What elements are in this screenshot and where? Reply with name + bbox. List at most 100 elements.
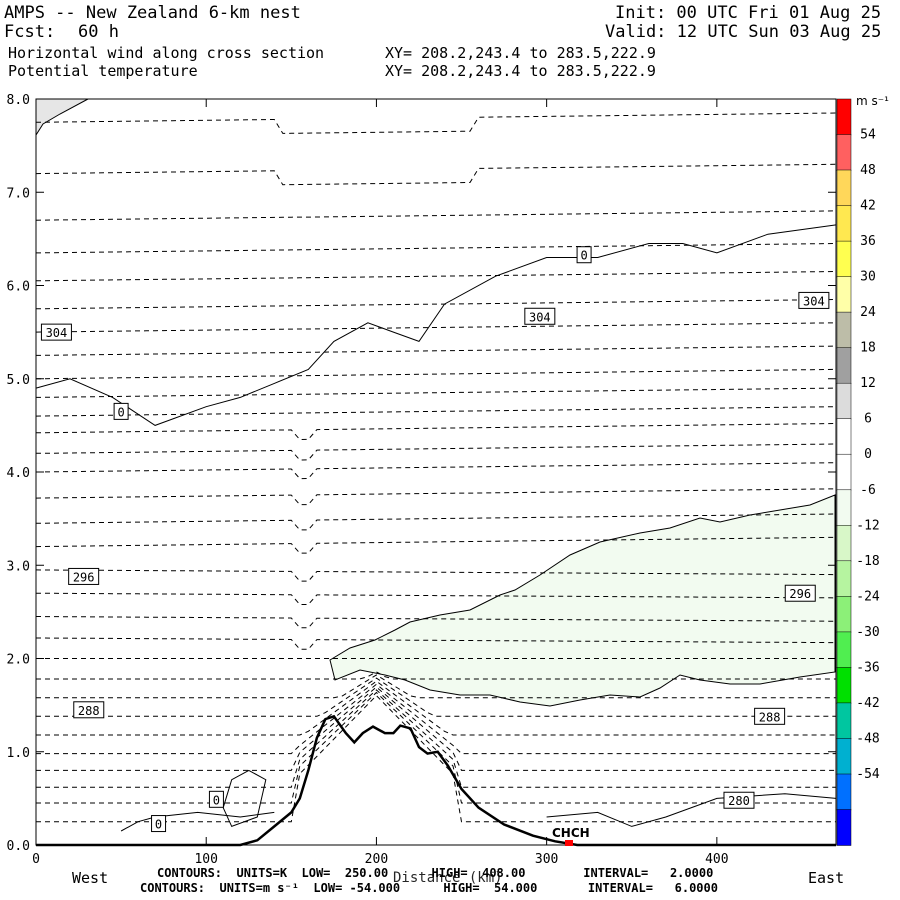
theta-contour [36,637,836,650]
colorbar-label: -18 [856,554,879,569]
theta-label: 288 [754,707,786,725]
colorbar-label: -48 [856,731,879,746]
terrain-profile [36,714,836,847]
colorbar-swatch [836,98,852,136]
theta-contour [35,536,837,554]
colorbar-swatch [836,773,852,811]
colorbar-swatch [836,738,852,775]
colorbar-swatch [836,134,852,171]
colorbar-swatch [836,667,852,704]
theta-contour [35,406,837,417]
colorbar-label: -12 [856,518,879,533]
y-tick-label: 1.0 [7,746,30,761]
station-marker: CHCH [552,826,590,846]
svg-text:0: 0 [213,793,220,807]
colorbar-label: 36 [860,234,876,249]
theta-label: 296 [68,567,100,585]
theta-contour [36,689,836,788]
colorbar-swatch [836,347,852,384]
colorbar-swatch [836,240,852,278]
wind-label: 0 [208,790,224,808]
forecast-hours: 60 h [78,22,119,42]
model-title: AMPS -- New Zealand 6-km nest [4,3,301,23]
plot-frame [35,98,837,846]
colorbar-swatch [836,311,852,349]
colorbar-swatch [836,560,852,598]
x-tick-label: 400 [705,852,728,867]
theta-contour [35,569,837,582]
y-tick-label: 7.0 [7,186,30,201]
theta-contour [35,462,837,480]
footer-contours-theta: CONTOURS: UNITS=K LOW= 250.00 HIGH= 408.… [157,866,714,880]
potential-temperature-contours [35,112,837,823]
colorbar-label: 42 [860,199,876,214]
theta-contour [35,271,837,282]
positive-wind-shading [35,98,89,137]
svg-text:296: 296 [789,587,811,601]
svg-text:280: 280 [728,794,750,808]
y-tick-label: 3.0 [7,559,30,574]
colorbar-label: 0 [864,447,872,462]
colorbar-label: 18 [860,341,876,356]
theta-contour [35,299,837,310]
theta-contour [36,443,837,461]
svg-text:0: 0 [580,249,587,263]
theta-label: 304 [40,323,72,341]
west-label: West [72,869,109,887]
y-tick-label: 2.0 [7,653,30,668]
theta-contour [35,592,837,605]
y-tick-label: 0.0 [7,839,30,854]
x-axis-label: Distance (km) [393,870,503,886]
field-wind-title: Horizontal wind along cross section [8,44,325,62]
svg-text:296: 296 [73,570,95,584]
y-tick-label: 6.0 [7,280,30,295]
y-tick-label: 8.0 [7,93,30,108]
colorbar-label: -42 [856,696,879,711]
colorbar: 54 48 42 36 30 24 18 12 6 0 -6 -12 -18 -24 -30 -36 -42 -4… [836,94,889,846]
colorbar-label: -36 [856,660,879,675]
colorbar-swatch [836,276,852,313]
field-theta-title: Potential temperature [8,62,198,80]
colorbar-label: 6 [864,412,872,427]
svg-text:304: 304 [46,326,68,340]
colorbar-swatch [836,596,852,633]
theta-contour [35,387,837,398]
svg-text:288: 288 [759,710,781,724]
theta-label: 304 [798,291,830,309]
svg-text:304: 304 [803,294,825,308]
forecast-label: Fcst: [4,22,56,42]
wind-label: 0 [576,246,592,264]
negative-wind-shading [329,494,836,707]
colorbar-swatch [836,489,852,527]
footer-contours-wind: CONTOURS: UNITS=m s⁻¹ LOW= -54.000 HIGH=… [140,881,718,895]
wind-contour-east [546,793,837,827]
colorbar-label: 12 [860,376,876,391]
wind-label: 0 [151,815,167,833]
theta-label: 288 [73,701,105,719]
colorbar-label: -30 [856,625,879,640]
y-tick-label: 5.0 [7,373,30,388]
wind-label: 0 [113,402,129,420]
colorbar-units: m s⁻¹ [856,94,889,108]
colorbar-label: 48 [860,163,876,178]
theta-label: 280 [723,791,755,809]
theta-contour [36,686,836,771]
theta-contour [35,210,837,221]
theta-contour [35,616,836,629]
colorbar-label: -54 [856,767,880,782]
theta-contour [36,691,836,804]
colorbar-swatch [836,525,852,562]
station-label: CHCH [552,826,590,840]
east-label: East [808,869,845,887]
theta-contour [36,674,836,699]
colorbar-label: 54 [860,128,876,143]
colorbar-swatch [836,702,852,740]
wind-contours [35,224,837,832]
theta-contour [35,488,837,506]
colorbar-swatch [836,169,852,207]
theta-contour [35,513,837,531]
zero-wind-contour [35,224,837,426]
colorbar-swatch [836,418,852,455]
theta-contour [35,345,837,356]
